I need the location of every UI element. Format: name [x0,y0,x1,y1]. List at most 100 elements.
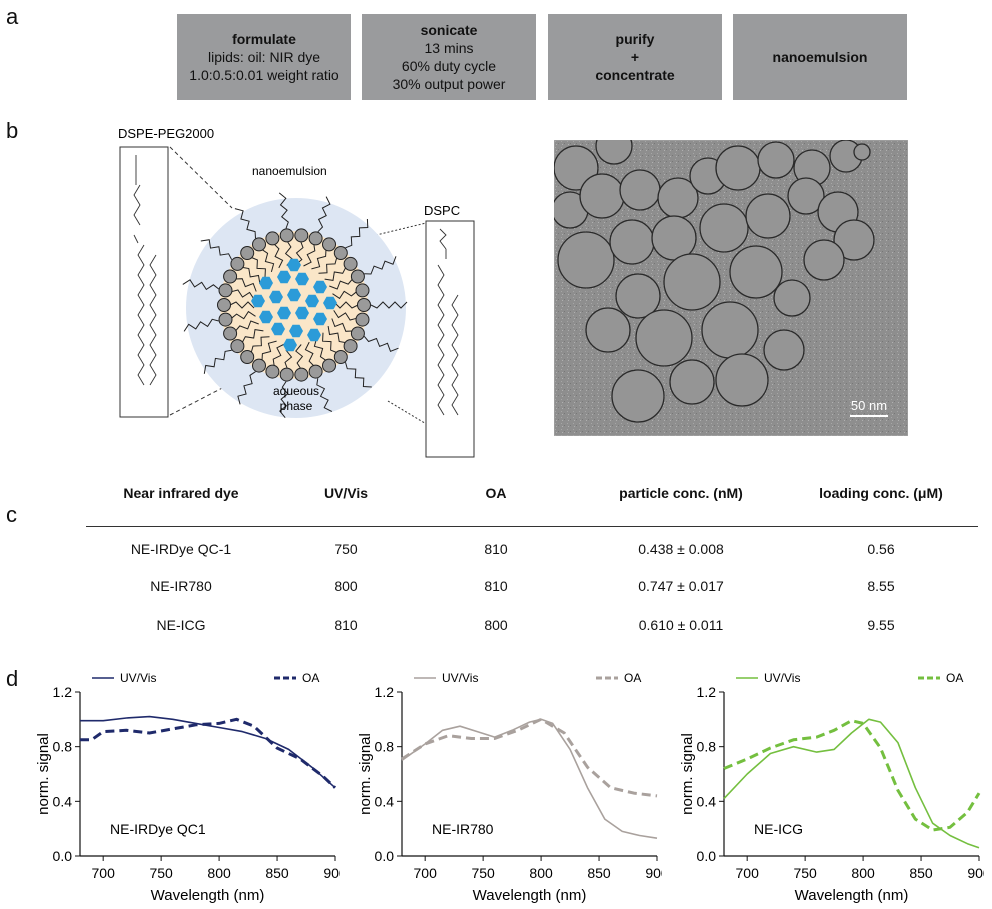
droplet [763,329,805,371]
table-cell: 8.55 [867,578,895,594]
lipid-head [218,312,233,327]
lipid-tail [229,301,255,309]
lipid-tail [303,244,316,267]
tem-micrograph: 50 nm [554,140,908,436]
droplet [615,273,661,319]
peg-chain [317,196,331,233]
y-tick-label: 0.0 [53,848,73,864]
lipid-tail [250,336,270,353]
table-cell: 0.56 [867,541,895,557]
table-cell: NE-IR780 [150,578,212,594]
droplet [745,193,791,239]
table-cell: 800 [334,578,358,594]
peg-chain [363,335,399,352]
series-line-oa [723,719,981,832]
peg-chain [345,362,372,388]
scale-label: 50 nm [851,398,887,413]
connector-line [169,384,229,416]
step-line: 30% output power [392,76,506,92]
step-title: purify + concentrate [595,31,675,83]
droplet [557,231,615,289]
droplet [611,369,665,423]
x-tick-label: 700 [92,865,116,881]
spectrum-chart-ir780: 0.0 0.4 0.8 1.2 700 750 800 850 900 Wavelength (n… [357,671,662,904]
lipid-tail [311,249,327,270]
droplet [803,239,845,281]
lipid-head [217,298,231,312]
droplet [635,309,693,367]
peg-chain [203,349,232,374]
peg-chain [345,218,369,249]
droplet [729,245,783,299]
y-tick-label: 0.8 [697,739,717,755]
nanoemulsion-schematic: DSPE-PEG2000 DSPC nanoemulsion aqueous p… [118,126,475,458]
lipid-head [252,358,266,373]
droplet-rings [554,140,875,423]
step-nanoemulsion: nanoemulsion [733,14,907,100]
peg-chain [278,192,289,229]
lipid-tail [313,337,327,361]
droplet [579,173,625,219]
series-line-uvvis [80,715,336,789]
lipid-heads [217,228,371,382]
y-tick-label: 0.0 [697,848,717,864]
y-tick-label: 1.2 [375,684,395,700]
y-tick-label: 1.2 [53,684,73,700]
x-tick-label: 800 [851,865,875,881]
lipid-tail [242,266,261,284]
droplet [554,145,599,191]
lipid-head [322,237,336,252]
lipid-head [294,228,309,243]
droplet [757,141,795,179]
panel-label-b: b [6,118,19,143]
x-tick-label: 850 [587,865,611,881]
step-line: 1.0:0.5:0.01 weight ratio [189,67,339,83]
lipid-head [240,246,255,260]
lipid-tail [235,278,257,292]
spectrum-chart-irdye: 0.0 0.4 0.8 1.2 700 750 800 850 900 Wavelength (n… [35,671,340,904]
droplet [609,219,655,265]
droplet [715,145,761,191]
legend-label: OA [946,671,963,685]
droplet [787,177,825,215]
y-axis-label: norm. signal [679,733,696,815]
lipid-tail [273,243,284,269]
connector-line [169,146,233,209]
lipid-tail [231,310,256,320]
molecule-drawing [437,228,459,416]
x-tick-label: 700 [414,865,438,881]
y-tick-label: 0.4 [53,793,73,809]
droplet [715,353,769,407]
droplet [669,359,715,405]
lipid-tail [251,256,266,278]
panel-label-c: c [6,502,17,527]
x-axis-label: Wavelength (nm) [151,887,265,904]
lipid-tail [332,290,357,300]
molecule-drawing [133,155,157,386]
table-cell: 810 [484,578,508,594]
legend-label: OA [302,671,319,685]
dspc-label: DSPC [424,203,460,218]
table-cell: 0.610 ± 0.011 [638,617,724,633]
table-cell: NE-IRDye QC-1 [130,541,232,557]
table-cell: 0.438 ± 0.008 [638,541,724,557]
table-cell: 800 [484,617,508,633]
step-line: lipids: oil: NIR dye [207,49,321,65]
legend-label: UV/Vis [764,671,800,685]
lipid-head [230,256,245,271]
peg-chain [370,301,408,309]
x-tick-label: 750 [793,865,817,881]
table-cell: NE-ICG [156,617,206,633]
table-cell: 810 [484,541,508,557]
peg-chain [316,378,333,412]
dspe-peg-structure-box [119,146,169,418]
x-tick-label: 750 [471,865,495,881]
step-line: 13 mins [424,40,474,56]
lipid-head [308,231,323,246]
step-formulate: formulate lipids: oil: NIR dye 1.0:0.5:0… [177,14,351,100]
y-tick-label: 0.8 [53,739,73,755]
droplet [701,301,759,359]
peg-chain [237,371,256,405]
y-axis-label: norm. signal [35,733,52,815]
lipid-head [355,283,370,298]
